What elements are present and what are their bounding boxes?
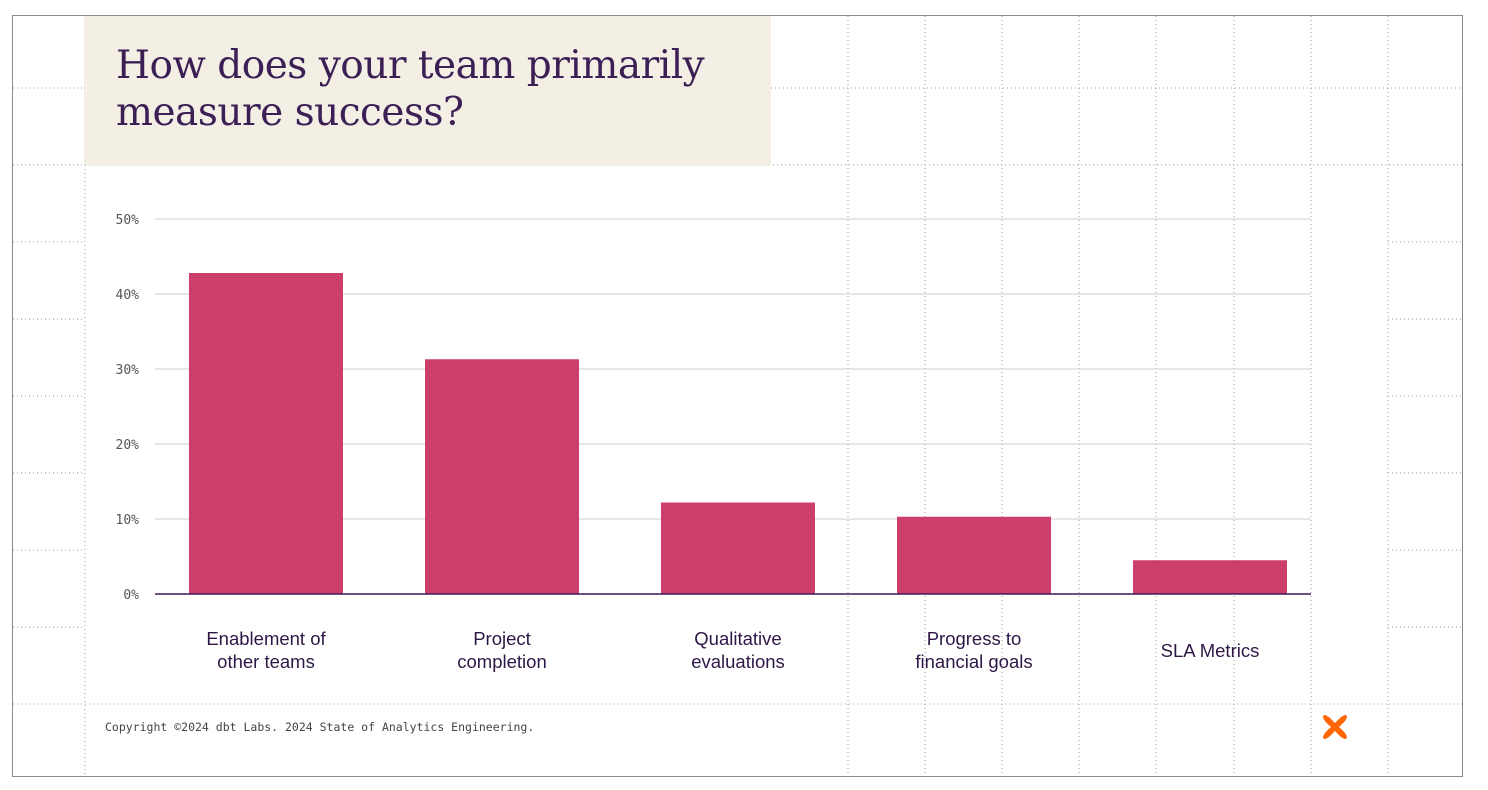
x-tick-label: Enablement of (206, 628, 326, 649)
dbt-logo-icon (1323, 715, 1347, 739)
bar (661, 502, 815, 594)
x-tick-label: evaluations (691, 651, 785, 672)
bar (425, 359, 579, 594)
background-grid (13, 16, 1462, 776)
slide-title: How does your team primarily measure suc… (116, 43, 705, 135)
y-tick-label: 30% (116, 363, 140, 378)
y-tick-label: 20% (116, 438, 140, 453)
x-tick-label: financial goals (915, 651, 1032, 672)
bar (1133, 560, 1287, 594)
copyright-text: Copyright ©2024 dbt Labs. 2024 State of … (105, 720, 535, 734)
y-tick-label: 50% (116, 213, 140, 228)
x-tick-label: Progress to (927, 628, 1022, 649)
x-tick-label: SLA Metrics (1161, 640, 1260, 661)
slide-frame: How does your team primarily measure suc… (12, 15, 1463, 777)
y-tick-label: 10% (116, 513, 140, 528)
x-tick-label: Project (473, 628, 531, 649)
x-tick-label: other teams (217, 651, 315, 672)
x-tick-label: completion (457, 651, 546, 672)
bar (189, 273, 343, 594)
title-box: How does your team primarily measure suc… (84, 16, 771, 165)
bar (897, 516, 1051, 594)
x-tick-label: Qualitative (694, 628, 781, 649)
y-tick-label: 0% (123, 588, 139, 603)
y-tick-label: 40% (116, 288, 140, 303)
